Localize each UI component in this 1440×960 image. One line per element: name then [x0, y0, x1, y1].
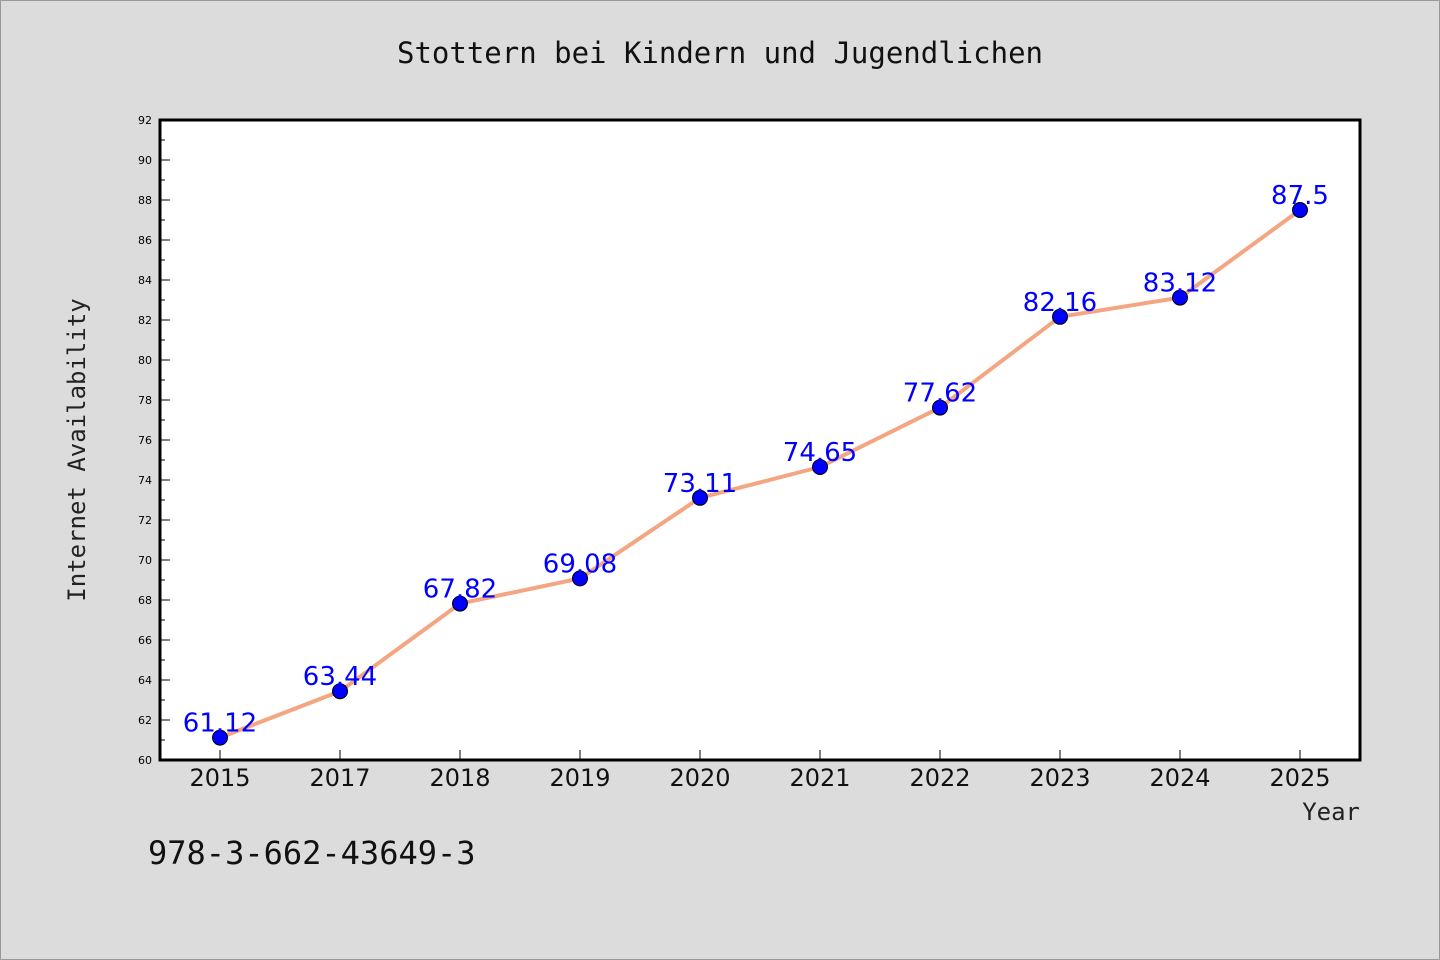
- x-tick-label: 2015: [189, 764, 250, 792]
- x-axis-label: Year: [1302, 798, 1360, 826]
- data-point: [1172, 289, 1188, 306]
- data-point: [332, 683, 348, 700]
- y-tick-label: 74: [138, 474, 152, 487]
- data-label: 87.5: [1271, 181, 1329, 211]
- data-label: 69.08: [543, 549, 617, 579]
- x-tick-label: 2018: [429, 764, 490, 792]
- y-tick-label: 62: [138, 714, 152, 727]
- y-tick-label: 90: [138, 154, 152, 167]
- y-tick-label: 84: [138, 274, 152, 287]
- y-tick-label: 66: [138, 634, 152, 647]
- y-tick-label: 68: [138, 594, 152, 607]
- data-label: 67.82: [423, 575, 497, 605]
- data-label: 82.16: [1023, 288, 1097, 318]
- data-label: 63.44: [303, 662, 377, 692]
- x-tick-label: 2020: [669, 764, 730, 792]
- data-point: [812, 459, 828, 475]
- y-axis-ticks: 60 62 64 66 68 70 72 74 76 78 80 82 84 86 88 90 92: [138, 114, 170, 767]
- x-tick-label: 2021: [789, 764, 850, 792]
- y-tick-label: 78: [138, 394, 152, 407]
- data-label: 77.62: [903, 379, 977, 409]
- y-axis-label: Internet Availability: [63, 298, 91, 601]
- y-tick-label: 92: [138, 114, 152, 127]
- plot-area: [158, 118, 1362, 762]
- chart-title: Stottern bei Kindern und Jugendlichen: [397, 36, 1043, 70]
- data-point: [692, 489, 708, 506]
- data-point: [212, 729, 228, 746]
- data-label: 61.12: [183, 709, 257, 739]
- y-tick-label: 60: [138, 754, 152, 767]
- data-point: [452, 595, 468, 612]
- x-tick-label: 2025: [1269, 764, 1330, 792]
- x-tick-label: 2019: [549, 764, 610, 792]
- isbn-annotation: 978-3-662-43649-3: [148, 834, 476, 872]
- series-group: 61.12 63.44 67.82 69.08 73.11 74.65 77.62 82.16…: [183, 181, 1329, 746]
- data-point: [1052, 308, 1068, 325]
- y-tick-label: 76: [138, 434, 152, 447]
- x-axis-ticks: 2015 2017 2018 2019 2020 2021 2022 2023 2024 2025: [189, 750, 1331, 792]
- data-point: [1292, 202, 1308, 218]
- y-tick-label: 80: [138, 354, 152, 367]
- x-tick-label: 2017: [309, 764, 370, 792]
- data-label: 74.65: [783, 438, 857, 468]
- x-tick-label: 2022: [909, 764, 970, 792]
- y-tick-label: 86: [138, 234, 152, 247]
- y-tick-label: 70: [138, 554, 152, 567]
- data-point: [572, 570, 588, 587]
- y-tick-label: 82: [138, 314, 152, 327]
- x-tick-label: 2023: [1029, 764, 1090, 792]
- data-label: 83.12: [1143, 269, 1217, 299]
- data-point: [932, 399, 948, 416]
- y-tick-label: 88: [138, 194, 152, 207]
- series-line: [218, 208, 1302, 740]
- data-label: 73.11: [663, 469, 737, 499]
- x-tick-label: 2024: [1149, 764, 1210, 792]
- y-tick-label: 72: [138, 514, 152, 527]
- y-tick-label: 64: [138, 674, 152, 687]
